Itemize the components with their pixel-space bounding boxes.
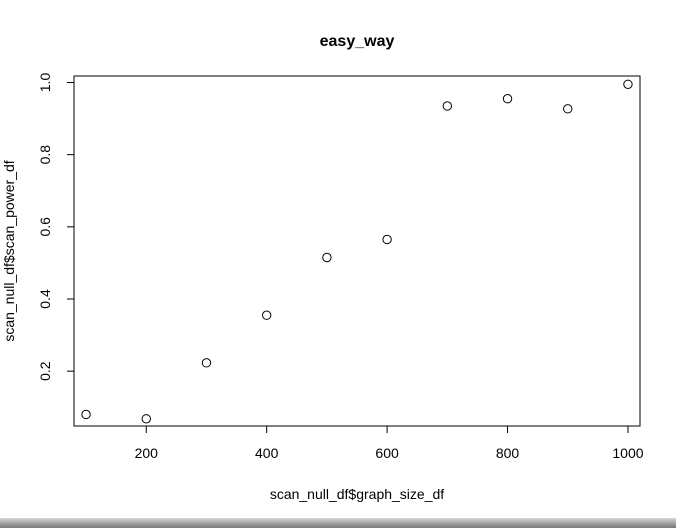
x-tick-label: 200 [135, 445, 159, 461]
plot-area-frame [73, 75, 641, 427]
x-axis: 200 400 600 800 1000 [135, 425, 644, 461]
y-axis-label: scan_null_df$scan_power_df [1, 160, 17, 341]
data-point [382, 234, 392, 245]
data-point [623, 79, 633, 89]
y-tick-label: 1.0 [37, 73, 53, 93]
chart-title: easy_way [320, 33, 395, 50]
data-point [563, 104, 573, 114]
window-bottom-edge [0, 518, 676, 528]
data-point [141, 414, 151, 424]
data-point [322, 252, 332, 263]
x-tick-label: 800 [496, 445, 520, 461]
data-points [81, 79, 633, 424]
data-point [81, 409, 91, 420]
x-tick-label: 1000 [612, 445, 643, 461]
y-tick-label: 0.8 [37, 145, 53, 165]
x-axis-label: scan_null_df$graph_size_df [270, 486, 444, 502]
data-point [502, 94, 513, 104]
data-point [261, 310, 272, 320]
y-tick-label: 0.2 [37, 361, 53, 381]
y-tick-label: 0.4 [37, 289, 53, 309]
data-point [201, 358, 212, 368]
x-tick-label: 600 [375, 445, 399, 461]
y-tick-label: 0.6 [37, 217, 53, 237]
y-axis: 0.2 0.4 0.6 0.8 1.0 [37, 73, 75, 381]
x-tick-label: 400 [255, 445, 279, 461]
data-point [442, 101, 453, 111]
